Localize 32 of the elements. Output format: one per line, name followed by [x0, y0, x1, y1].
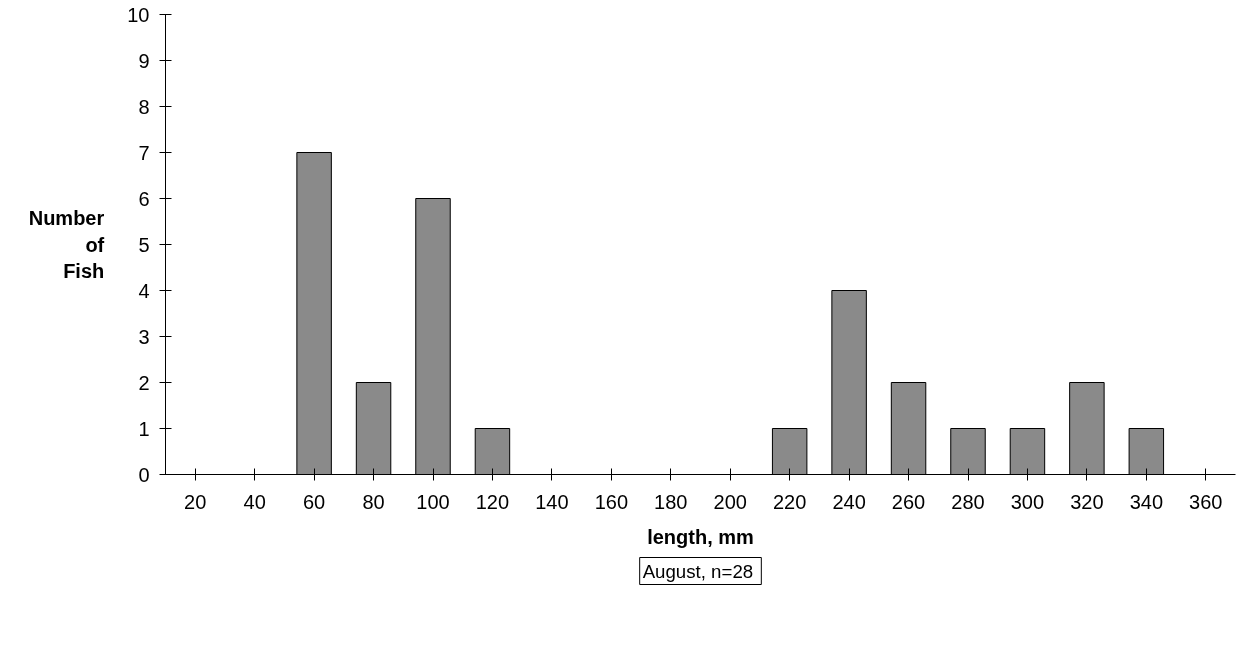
x-tick-label: 100: [416, 490, 450, 513]
y-tick-label: 2: [138, 371, 150, 394]
y-tick-label: 5: [138, 233, 150, 256]
y-tick-label: 9: [138, 49, 150, 72]
x-tick-label: 60: [302, 490, 326, 513]
x-tick-label: 140: [535, 490, 569, 513]
x-tick-label: 360: [1189, 490, 1223, 513]
x-tick-label: 80: [362, 490, 385, 513]
y-tick-label: 6: [138, 187, 150, 210]
y-tick-label: 10: [127, 3, 150, 26]
y-axis-title: Number of Fish: [28, 207, 105, 282]
y-tick-label: 8: [138, 95, 150, 118]
y-tick-label: 7: [138, 141, 150, 164]
x-tick-label: 340: [1129, 490, 1164, 513]
x-tick-label: 200: [713, 490, 747, 513]
y-tick-label: 4: [138, 279, 150, 302]
text: August, n=28: [642, 560, 754, 582]
x-tick-label: 120: [475, 490, 510, 513]
x-tick-label: 220: [772, 490, 807, 513]
x-tick-label: 240: [832, 490, 866, 513]
y-tick-label: 3: [138, 325, 150, 348]
x-tick-label: 300: [1010, 490, 1045, 513]
x-tick-label: 180: [654, 490, 688, 513]
x-axis-title: length, mm: [647, 525, 754, 548]
x-tick-label: 40: [243, 490, 266, 513]
y-tick-label: 0: [138, 463, 150, 486]
x-tick-label: 20: [184, 490, 207, 513]
x-tick-label: 160: [594, 490, 629, 513]
x-tick-label: 320: [1070, 490, 1104, 513]
x-tick-label: 280: [951, 490, 985, 513]
x-tick-label: 260: [891, 490, 926, 513]
y-tick-label: 1: [138, 417, 150, 440]
